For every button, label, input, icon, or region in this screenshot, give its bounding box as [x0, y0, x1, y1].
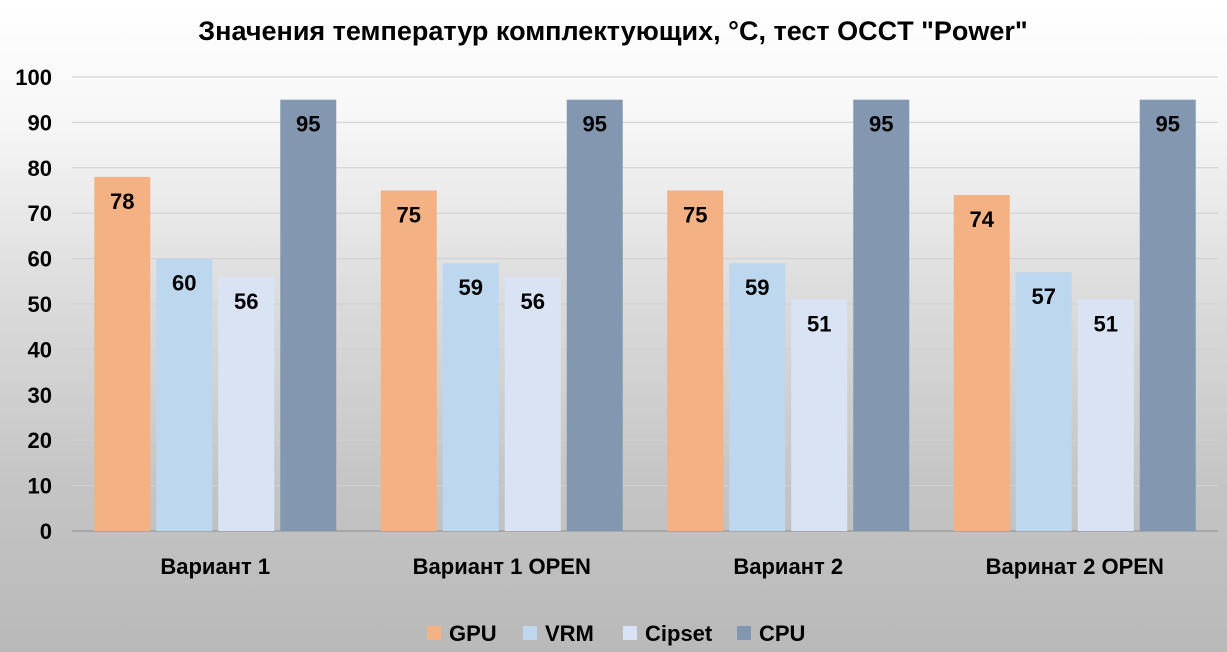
- data-label: 75: [397, 203, 421, 228]
- data-label: 56: [234, 289, 258, 314]
- bar-vrm-1: [156, 258, 213, 531]
- bar-gpu-2: [380, 190, 437, 531]
- y-tick-label: 20: [28, 428, 52, 453]
- bars: [94, 99, 1196, 532]
- bar-vrm-2: [442, 263, 499, 531]
- y-tick-label: 10: [28, 474, 52, 499]
- x-category-label: Варинат 2 OPEN: [986, 554, 1164, 579]
- bar-cipset-3: [791, 299, 848, 531]
- bar-cpu-2: [566, 99, 623, 531]
- data-label: 78: [110, 189, 134, 214]
- bar-cipset-4: [1077, 299, 1134, 531]
- y-tick-label: 0: [40, 519, 52, 544]
- legend-swatch-cpu: [737, 626, 751, 640]
- chart-title: Значения температур комплектующих, °С, т…: [198, 16, 1027, 46]
- legend-swatch-gpu: [427, 626, 441, 640]
- bar-gpu-3: [667, 190, 724, 531]
- bar-cipset-1: [218, 276, 275, 531]
- x-category-label: Вариант 2: [733, 554, 843, 579]
- y-tick-label: 80: [28, 156, 52, 181]
- y-tick-label: 50: [28, 292, 52, 317]
- data-label: 95: [296, 112, 320, 137]
- data-label: 59: [745, 275, 769, 300]
- legend-label-cipset: Cipset: [645, 621, 713, 646]
- bar-vrm-4: [1015, 272, 1072, 531]
- legend-label-vrm: VRM: [545, 621, 594, 646]
- legend-label-cpu: CPU: [759, 621, 805, 646]
- y-tick-label: 40: [28, 337, 52, 362]
- data-label: 95: [1156, 112, 1180, 137]
- y-axis-ticks: 0 10 20 30 40 50 60 70 80 90 100: [15, 65, 52, 544]
- data-label: 51: [1094, 311, 1118, 336]
- y-tick-label: 70: [28, 201, 52, 226]
- data-label: 56: [521, 289, 545, 314]
- y-tick-label: 60: [28, 247, 52, 272]
- bar-gpu-1: [94, 176, 151, 531]
- bar-cipset-2: [504, 276, 561, 531]
- data-label: 74: [970, 207, 995, 232]
- legend-label-gpu: GPU: [449, 621, 497, 646]
- y-tick-label: 100: [15, 65, 52, 90]
- bar-cpu-1: [280, 99, 337, 531]
- legend-swatch-vrm: [523, 626, 537, 640]
- x-axis-categories: Вариант 1 Вариант 1 OPEN Вариант 2 Варинат …: [160, 554, 1163, 579]
- data-label: 95: [583, 112, 607, 137]
- data-label: 95: [869, 112, 893, 137]
- bar-cpu-4: [1139, 99, 1196, 531]
- legend-swatch-cipset: [623, 626, 637, 640]
- x-category-label: Вариант 1: [160, 554, 270, 579]
- y-tick-label: 30: [28, 383, 52, 408]
- x-category-label: Вариант 1 OPEN: [413, 554, 591, 579]
- bar-gpu-4: [953, 195, 1010, 532]
- bar-vrm-3: [729, 263, 786, 531]
- data-label: 60: [172, 271, 196, 296]
- data-labels: 78 60 56 95 75 59 56 95 75 59 51 95 74 57 51 95: [110, 112, 1180, 337]
- data-label: 57: [1032, 284, 1056, 309]
- y-tick-label: 90: [28, 110, 52, 135]
- data-label: 59: [459, 275, 483, 300]
- data-label: 51: [807, 311, 831, 336]
- bar-cpu-3: [853, 99, 910, 531]
- data-label: 75: [683, 203, 707, 228]
- legend: GPU VRM Cipset CPU: [427, 621, 805, 646]
